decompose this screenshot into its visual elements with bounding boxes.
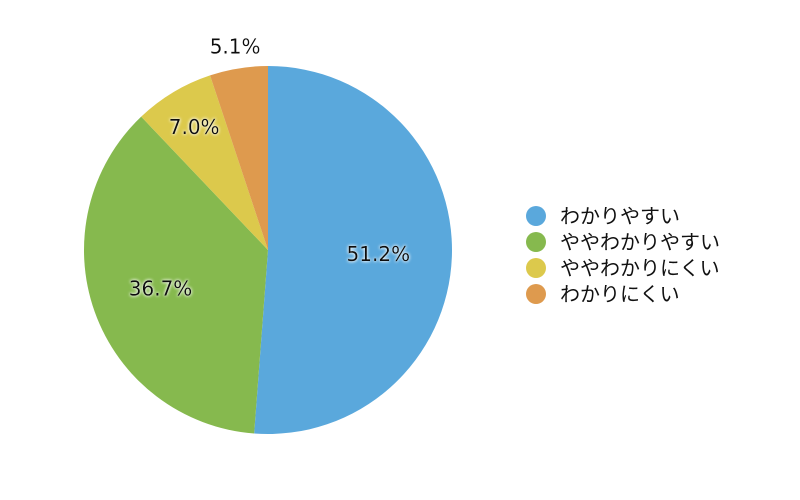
slice-labels: 51.2% 36.7% 7.0% 5.1% [129, 35, 410, 301]
legend-swatch-somewhat-easy [526, 232, 546, 252]
pie-slices [84, 66, 452, 434]
legend-item-somewhat-easy: ややわかりやすい [526, 229, 720, 255]
legend-label-easy: わかりやすい [560, 204, 680, 228]
legend-item-easy: わかりやすい [526, 203, 720, 229]
pie-slice-somewhat-hard [141, 75, 268, 251]
slice-label-hard: 5.1% [210, 35, 261, 59]
slice-label-somewhat-hard: 7.0% [169, 115, 220, 139]
pie-slice-somewhat-easy [84, 116, 268, 434]
chart-legend: わかりやすい ややわかりやすい ややわかりにくい わかりにくい [526, 203, 720, 307]
legend-swatch-hard [526, 284, 546, 304]
pie-slice-easy [254, 66, 452, 434]
legend-item-somewhat-hard: ややわかりにくい [526, 255, 720, 281]
legend-swatch-easy [526, 206, 546, 226]
legend-label-somewhat-easy: ややわかりやすい [560, 230, 720, 254]
slice-label-easy: 51.2% [347, 242, 411, 266]
legend-item-hard: わかりにくい [526, 281, 720, 307]
legend-swatch-somewhat-hard [526, 258, 546, 278]
slice-label-somewhat-easy: 36.7% [129, 276, 193, 300]
pie-slice-hard [210, 66, 268, 250]
legend-label-somewhat-hard: ややわかりにくい [560, 256, 720, 280]
legend-label-hard: わかりにくい [560, 282, 680, 306]
